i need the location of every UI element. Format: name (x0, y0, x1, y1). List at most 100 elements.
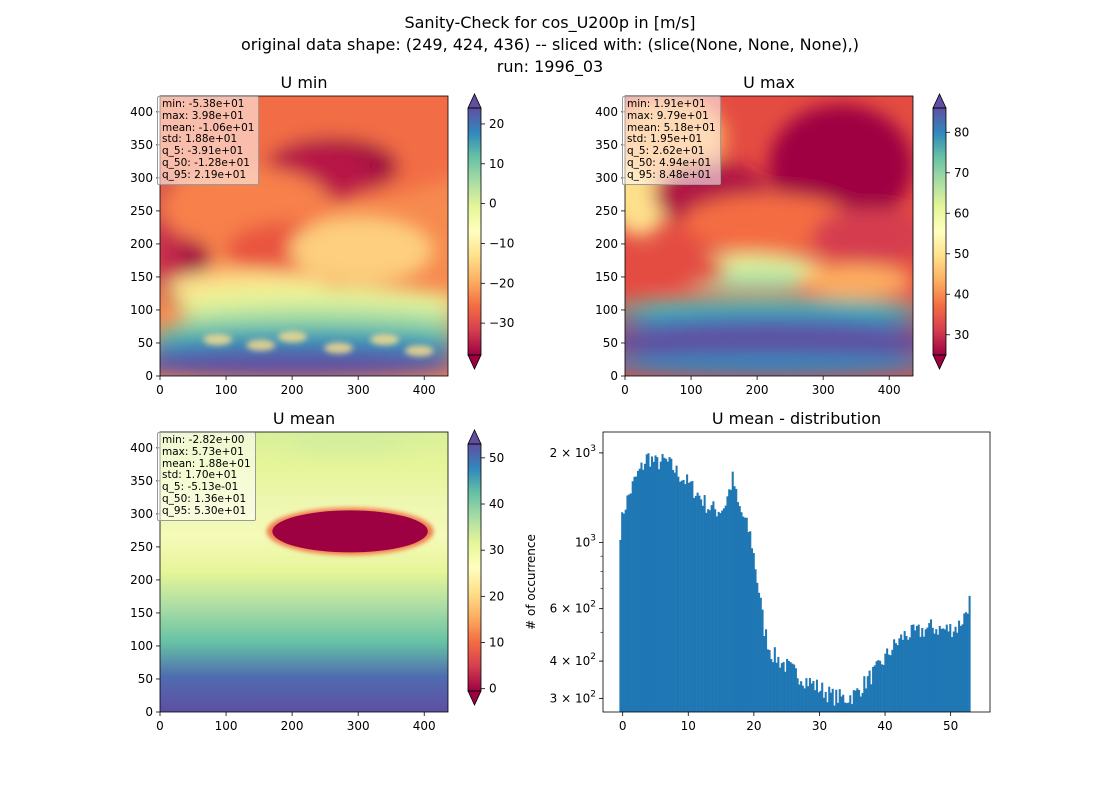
histogram-bar (951, 637, 954, 712)
histogram-bar (824, 691, 827, 712)
colorbar-tick-label: −10 (489, 236, 514, 250)
histogram-bar (768, 650, 771, 712)
histogram-bar (810, 683, 813, 712)
histogram-bar (859, 696, 862, 712)
histogram-bar (631, 481, 634, 712)
colorbar-tick-label: 20 (489, 589, 504, 603)
histogram-bar (619, 539, 622, 712)
histogram-bar (657, 469, 661, 712)
stats-line: q_50: 1.36e+01 (162, 492, 247, 505)
histogram-bar (759, 597, 762, 712)
stats-line: std: 1.95e+01 (627, 133, 703, 146)
y-tick-label: 400 (130, 441, 153, 455)
colorbar-tick-label: 30 (954, 328, 969, 342)
histogram-bar (938, 625, 941, 712)
histogram-bar (924, 629, 927, 712)
y-tick-label: 150 (130, 270, 153, 284)
histogram-bar (749, 531, 752, 712)
y-tick-label: 100 (130, 639, 153, 653)
histogram-bar (880, 664, 883, 712)
colorbar-tick-label: 40 (489, 497, 504, 511)
colorbar-tick-label: 10 (489, 157, 504, 171)
histogram-bar (942, 628, 945, 712)
histogram-bar (684, 484, 687, 712)
y-tick-label: 250 (130, 204, 153, 218)
stats-line: q_95: 5.30e+01 (162, 504, 247, 517)
histogram-bar (733, 486, 736, 712)
y-tick-label: 400 (595, 105, 618, 119)
histogram-bar (738, 506, 741, 712)
stats-line: q_50: -1.28e+01 (162, 156, 250, 169)
histogram-bar (861, 692, 864, 712)
histogram-bar (712, 501, 715, 712)
histogram-bar (707, 509, 710, 712)
histogram-bar (638, 468, 641, 712)
histogram-bar (736, 502, 740, 712)
histogram-bar (663, 457, 666, 712)
histogram-bar (907, 639, 910, 712)
stats-line: std: 1.88e+01 (162, 133, 238, 146)
stats-line: q_95: 8.48e+01 (627, 168, 712, 181)
histogram-bar (928, 623, 931, 712)
histogram-bar (728, 489, 731, 712)
histogram-bar (726, 496, 729, 712)
histogram-bar (796, 678, 799, 712)
histogram-bar (828, 686, 831, 712)
histogram-bar (772, 662, 775, 712)
histogram-bar (621, 512, 624, 712)
histogram-bar (742, 516, 745, 712)
histogram-bar (868, 670, 871, 712)
histogram-bar (870, 684, 873, 712)
histogram-bar (679, 481, 682, 712)
colorbar-tick-label: 30 (489, 543, 504, 557)
histogram-bar (691, 481, 694, 712)
histogram-bar (628, 494, 631, 712)
stats-line: q_95: 2.19e+01 (162, 168, 247, 181)
histogram-bar (933, 633, 936, 712)
y-tick-label: 0 (145, 705, 153, 719)
y-tick-label: 200 (595, 237, 618, 251)
axes-frame (159, 431, 449, 713)
y-tick-label: 300 (130, 171, 153, 185)
histogram-bar (784, 671, 787, 712)
histogram-bar (959, 625, 962, 712)
histogram-bar (773, 647, 776, 712)
axes-frame (624, 95, 914, 377)
y-tick-label: 103 (575, 534, 596, 550)
histogram-bar (682, 479, 685, 712)
histogram-bar (758, 592, 761, 712)
panel-title: U max (743, 73, 795, 92)
colorbar-min-extend (467, 354, 482, 370)
histogram-bar (966, 613, 969, 712)
histogram-bar (872, 666, 875, 712)
x-tick-label: 10 (681, 719, 696, 733)
histogram-bar (752, 553, 755, 712)
x-tick-label: 400 (413, 383, 436, 397)
y-tick-label: 350 (595, 138, 618, 152)
histogram-bar (652, 461, 655, 712)
stats-line: q_5: 2.62e+01 (627, 145, 705, 158)
histogram-bar (968, 595, 971, 712)
histogram-bar (843, 702, 847, 712)
stats-line: min: 1.91e+01 (627, 98, 706, 110)
histogram-bar (721, 510, 724, 712)
histogram-bar (722, 508, 725, 712)
colorbar-max-extend (932, 93, 947, 109)
histogram-bar (787, 660, 790, 712)
histogram-bar (814, 690, 817, 712)
histogram-bar (761, 609, 764, 712)
histogram-bar (865, 688, 868, 712)
y-tick-label: 2 × 103 (550, 444, 596, 460)
stats-line: min: -5.38e+01 (162, 98, 245, 110)
histogram-bar (786, 658, 789, 712)
histogram-bar (654, 455, 657, 712)
histogram-bar (780, 663, 783, 712)
histogram-bar (921, 628, 924, 712)
stats-box: min: 1.91e+01 max: 9.79e+01 mean: 5.18e+01… (622, 96, 721, 185)
stats-line: max: 5.73e+01 (162, 445, 244, 458)
x-tick-label: 100 (215, 383, 238, 397)
histogram-bar (956, 632, 959, 712)
histogram-bar (659, 461, 662, 712)
histogram-bar (779, 667, 782, 712)
histogram-bar (649, 466, 652, 712)
